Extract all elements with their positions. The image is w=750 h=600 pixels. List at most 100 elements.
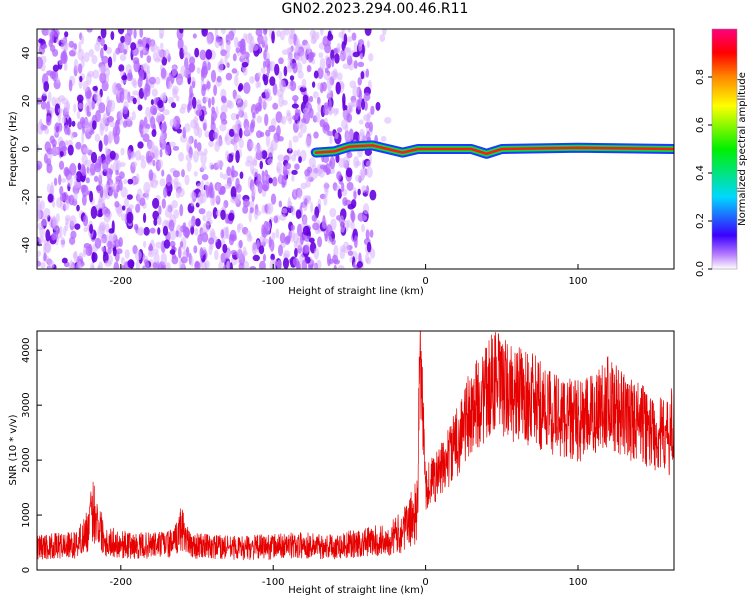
spectrogram-noise-blob (322, 215, 326, 228)
colorbar: 0.0 0.2 0.4 0.6 0.8 Normalized spectral ampl… (695, 28, 748, 277)
spectrogram-noise-blob (60, 237, 66, 248)
spectrogram-noise-blob (107, 56, 113, 68)
spectrogram-noise-blob (288, 29, 294, 40)
spectrogram-noise-blob (309, 52, 314, 61)
spectrogram-noise-blob (135, 150, 142, 161)
spectrogram-noise-blob (198, 190, 206, 197)
spectrogram-noise-blob (159, 42, 164, 50)
spectrogram-noise-blob (350, 220, 355, 230)
spectrogram-noise-blob (346, 151, 353, 159)
spectrogram-noise-blob (115, 248, 123, 255)
spectrogram-noise-blob (82, 249, 86, 258)
spectrogram-noise-blob (92, 85, 98, 92)
spectrogram-noise-blob (292, 135, 299, 143)
spectrogram-noise-blob (146, 155, 153, 163)
spectrogram-noise-blob (207, 61, 211, 71)
spectrogram-noise-blob (37, 222, 44, 231)
spectrogram-noise-blob (123, 197, 129, 208)
spectrogram-noise-blob (360, 52, 364, 60)
spectrogram-noise-blob (336, 171, 342, 181)
spectrogram-noise-blob (101, 246, 106, 252)
spectrogram-noise-blob (304, 168, 311, 177)
spectrogram-noise-blob (382, 29, 387, 36)
spectrogram-noise-blob (142, 212, 147, 224)
spectrogram-noise-blob (148, 245, 154, 252)
spectrogram-noise-blob (220, 185, 226, 194)
spectrogram-noise-blob (258, 260, 266, 269)
spectrogram-noise-blob (101, 55, 109, 64)
snr-y-tick-label: 3000 (21, 392, 32, 417)
spectrogram-noise-blob (177, 187, 185, 198)
spectrogram-noise-blob (171, 65, 178, 77)
spectrogram-noise-blob (195, 218, 201, 227)
spectrogram-noise-blob (364, 29, 372, 36)
spectrogram-noise-blob (184, 123, 191, 133)
spectrogram-noise-blob (43, 252, 47, 262)
spectrogram-noise-blob (288, 139, 293, 152)
spectrogram-noise-blob (107, 115, 114, 123)
spectrogram-noise-blob (51, 139, 57, 148)
spectrogram-noise-blob (248, 210, 252, 223)
spectrogram-noise-blob (168, 219, 175, 232)
spectrogram-noise-blob (67, 144, 74, 156)
spectrogram-noise-blob (191, 96, 197, 109)
spectrogram-noise-blob (215, 138, 224, 147)
spectrogram-noise-blob (153, 147, 159, 161)
spectrogram-noise-blob (220, 209, 226, 221)
spectrogram-noise-blob (245, 230, 251, 238)
spectrogram-noise-blob (279, 232, 286, 244)
spectrogram-noise-blob (273, 215, 279, 224)
spectrogram-noise-blob (41, 215, 49, 226)
spectrogram-noise-blob (210, 69, 217, 83)
spectrogram-noise-blob (336, 42, 341, 51)
spectrogram-noise-blob (68, 117, 72, 128)
spectrogram-noise-blob (254, 144, 262, 153)
spectrogram-noise-blob (324, 233, 328, 242)
spectrogram-noise-blob (197, 234, 203, 246)
spectrogram-noise-blob (65, 100, 70, 112)
spectrogram-noise-blob (313, 70, 319, 79)
spectrogram-noise-blob (292, 62, 298, 74)
spectrogram-noise-blob (114, 120, 120, 132)
spectrogram-noise-blob (295, 55, 303, 62)
spectrogram-noise-blob (261, 170, 265, 184)
spectrogram-noise-blob (362, 114, 370, 122)
spectrogram-noise-blob (164, 262, 171, 269)
spectrogram-noise-blob (108, 99, 116, 112)
spectrogram-noise-blob (244, 125, 250, 136)
spectrogram-noise-blob (259, 131, 265, 138)
spectrogram-noise-blob (120, 35, 126, 44)
spectrogram-noise-blob (37, 164, 41, 171)
spectrogram-noise-blob (143, 181, 151, 194)
spectrogram-noise-blob (133, 223, 139, 231)
spectrogram-noise-blob (127, 178, 134, 185)
spectrogram-noise-blob (195, 122, 200, 131)
spectrogram-noise-blob (278, 71, 283, 81)
spectrogram-noise-blob (161, 56, 168, 66)
spectrogram-noise-blob (324, 43, 332, 54)
spectrogram-noise-blob (297, 131, 303, 139)
spectrogram-noise-blob (206, 33, 212, 46)
spectrogram-noise-blob (85, 177, 90, 184)
spectrogram-noise-blob (47, 91, 52, 103)
spectrogram-ridge-core (314, 144, 674, 156)
spectrogram-noise-blob (282, 257, 289, 269)
spectrogram-noise-blob (119, 109, 123, 121)
spectrogram-noise-blob (219, 123, 227, 132)
spectrogram-noise-blob (189, 56, 196, 66)
spectrogram-noise-blob (95, 109, 101, 123)
spectrogram-noise-blob (155, 179, 159, 186)
spectrogram-noise-blob (57, 114, 62, 123)
spectrogram-noise-blob (147, 251, 155, 258)
spectrogram-noise-blob (256, 173, 262, 185)
spectrogram-noise-blob (239, 128, 243, 139)
colorbar-label: Normalized spectral amplitude (737, 72, 748, 226)
spectrogram-noise-blob (305, 179, 311, 188)
spectrogram-noise-blob (109, 150, 116, 160)
spectrogram-noise-blob (73, 43, 77, 50)
spectrogram-noise-blob (318, 52, 324, 59)
snr-x-tick-label: 100 (568, 577, 587, 588)
spectrogram-noise-blob (161, 198, 166, 209)
snr-x-tick-label: 0 (422, 577, 428, 588)
